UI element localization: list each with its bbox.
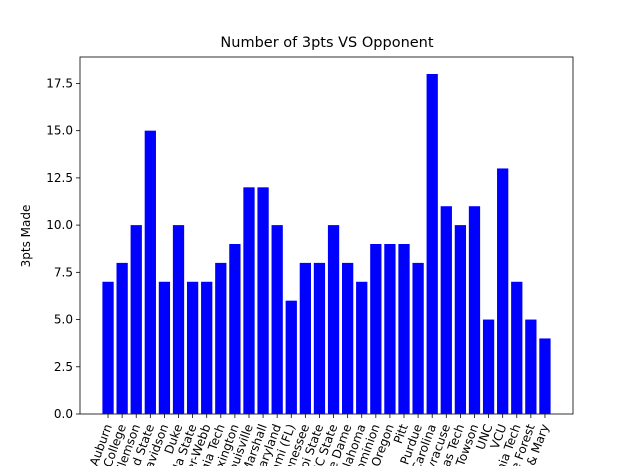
bar [398,244,410,414]
bar [342,262,354,414]
chart-title: Number of 3pts VS Opponent [220,35,433,51]
bar [327,225,340,414]
y-tick-label: 0.0 [54,407,73,421]
bar [116,262,128,414]
bar [271,225,283,414]
y-tick-label: 17.5 [46,76,73,90]
bar [525,319,537,414]
y-tick-label: 12.5 [46,171,73,185]
bar [285,300,297,414]
y-axis-label: 3pts Made [19,205,33,268]
y-tick-label: 15.0 [46,124,73,138]
bar [243,187,255,414]
bar [539,338,551,414]
bar [511,281,523,414]
bar [426,74,438,414]
bar [313,262,326,414]
bar [440,206,452,414]
bar [144,130,156,414]
y-tick-label: 10.0 [46,218,73,232]
bar [412,262,424,414]
bar [102,281,114,414]
bar [257,187,269,414]
bar [229,244,241,414]
bar [130,225,142,414]
bar [370,244,382,414]
bar [172,225,185,414]
x-tick-label: Pitt [391,422,411,446]
bar [299,262,311,414]
bar [201,281,213,414]
bar [454,225,467,414]
axes-frame [79,56,574,415]
bar [186,281,199,414]
bar [215,262,227,414]
y-tick-label: 7.5 [54,265,73,279]
bar [497,168,509,414]
bar [468,206,481,414]
bar [356,281,368,414]
bar [384,244,396,414]
bar [158,281,171,414]
bar [482,319,495,414]
y-tick-label: 5.0 [54,313,73,327]
y-tick-label: 2.5 [54,360,73,374]
